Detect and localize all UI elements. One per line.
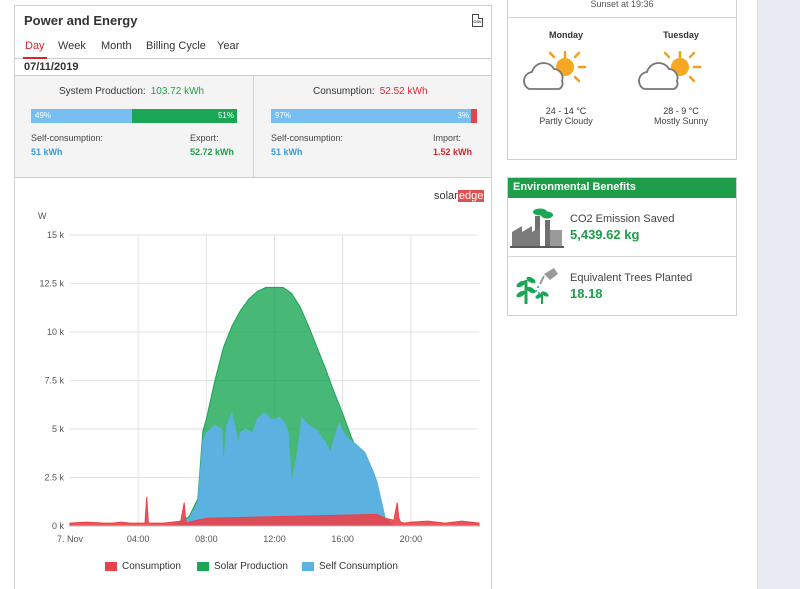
logo-text-solar: solar <box>434 190 458 202</box>
y-tick-label: 5 k <box>52 424 65 434</box>
production-summary: System Production: 103.72 kWh <box>59 86 204 97</box>
forecast-condition: Partly Cloudy <box>539 116 593 126</box>
forecast-day-name: Tuesday <box>663 30 699 40</box>
export-value: 52.72 kWh <box>190 147 235 157</box>
mostly-sunny-icon <box>638 51 702 90</box>
legend-label: Consumption <box>122 561 181 572</box>
import-segment <box>471 109 477 123</box>
environmental-benefits-panel: Environmental Benefits CO2 Emission Save… <box>507 177 737 316</box>
legend-swatch <box>105 562 117 571</box>
legend-label: Solar Production <box>214 561 288 572</box>
divider <box>15 75 491 76</box>
self-consumption-segment: 97% <box>271 109 471 123</box>
y-tick-label: 2.5 k <box>44 473 64 483</box>
divider <box>508 256 736 257</box>
x-tick-label: 12:00 <box>263 534 286 544</box>
trees-value: 18.18 <box>570 286 603 301</box>
self-consumption-label: Self-consumption: <box>271 133 344 143</box>
sunset-time: Sunset at 19:36 <box>590 0 654 9</box>
consumption-summary: Consumption: 52.52 kWh <box>313 86 428 97</box>
tab-year[interactable]: Year <box>217 40 240 52</box>
forecast-temperature: 28 - 9 °C <box>663 106 699 116</box>
x-tick-label: 20:00 <box>400 534 423 544</box>
consumption-label: Consumption: <box>313 86 375 97</box>
panel-title: Power and Energy <box>24 13 138 28</box>
x-tick-label: 04:00 <box>127 534 150 544</box>
self-consumption-area <box>172 411 396 527</box>
self-consumption-label: Self-consumption: <box>31 133 104 143</box>
divider <box>508 17 736 18</box>
tree-watering-icon <box>516 268 558 304</box>
production-value: 103.72 kWh <box>150 86 205 97</box>
logo-text-edge: edge <box>457 190 485 202</box>
forecast-day-name: Monday <box>548 30 583 40</box>
production-bar: 49% 51% <box>31 109 237 123</box>
legend-swatch <box>197 562 209 571</box>
y-axis-label: W <box>38 211 47 221</box>
import-value: 1.52 kWh <box>433 147 473 157</box>
self-consumption-value: 51 kWh <box>31 147 63 157</box>
tab-day[interactable]: Day <box>23 40 47 59</box>
production-label: System Production: <box>59 86 146 97</box>
x-tick-label: 08:00 <box>195 534 218 544</box>
date-label: 07/11/2019 <box>24 61 79 73</box>
co2-value: 5,439.62 kg <box>570 227 640 242</box>
partly-cloudy-icon <box>523 51 587 90</box>
csv-export-icon[interactable]: CSV <box>472 14 483 27</box>
forecast-condition: Mostly Sunny <box>653 116 709 126</box>
self-consumption-value: 51 kWh <box>271 147 303 157</box>
x-tick-label: 7. Nov <box>57 534 84 544</box>
consumption-value: 52.52 kWh <box>379 86 428 97</box>
legend-label: Self Consumption <box>319 561 398 572</box>
y-tick-label: 7.5 k <box>44 376 64 386</box>
tab-billing-cycle[interactable]: Billing Cycle <box>146 40 206 52</box>
period-tabs: Day Week Month Billing Cycle Year <box>15 40 491 59</box>
consumption-area <box>69 496 480 527</box>
solaredge-logo: solaredge <box>434 190 485 202</box>
legend-item-solar-production[interactable]: Solar Production <box>197 561 288 572</box>
export-label: Export: <box>190 133 219 143</box>
y-tick-label: 10 k <box>47 327 65 337</box>
trees-label: Equivalent Trees Planted <box>570 272 693 284</box>
import-label: Import: <box>433 133 462 143</box>
power-chart: 0 k 2.5 k 5 k 7.5 k 10 k 12.5 k 15 k 7. Nov 04:0… <box>38 211 480 544</box>
forecast-temperature: 24 - 14 °C <box>545 106 587 116</box>
legend-item-consumption[interactable]: Consumption <box>105 561 181 572</box>
import-percent: 3% <box>457 111 469 120</box>
legend-item-self-consumption[interactable]: Self Consumption <box>302 561 398 572</box>
tab-month[interactable]: Month <box>101 40 132 52</box>
right-side-strip <box>757 0 800 589</box>
tab-week[interactable]: Week <box>58 40 86 52</box>
x-tick-label: 16:00 <box>331 534 354 544</box>
self-consumption-segment: 49% <box>31 109 132 123</box>
factory-icon <box>510 208 564 248</box>
energy-summary: System Production: 103.72 kWh 49% 51% Sel… <box>15 76 491 178</box>
consumption-bar: 97% 3% <box>271 109 477 123</box>
weather-panel: Sunset at 19:36 Monday 24 - 14 °C Partly… <box>507 0 737 160</box>
export-segment: 51% <box>132 109 237 123</box>
y-tick-label: 0 k <box>52 521 65 531</box>
panel-title: Environmental Benefits <box>508 178 736 198</box>
y-tick-label: 12.5 k <box>39 279 64 289</box>
legend-swatch <box>302 562 314 571</box>
y-tick-label: 15 k <box>47 230 65 240</box>
co2-label: CO2 Emission Saved <box>570 213 675 225</box>
divider <box>253 76 254 178</box>
